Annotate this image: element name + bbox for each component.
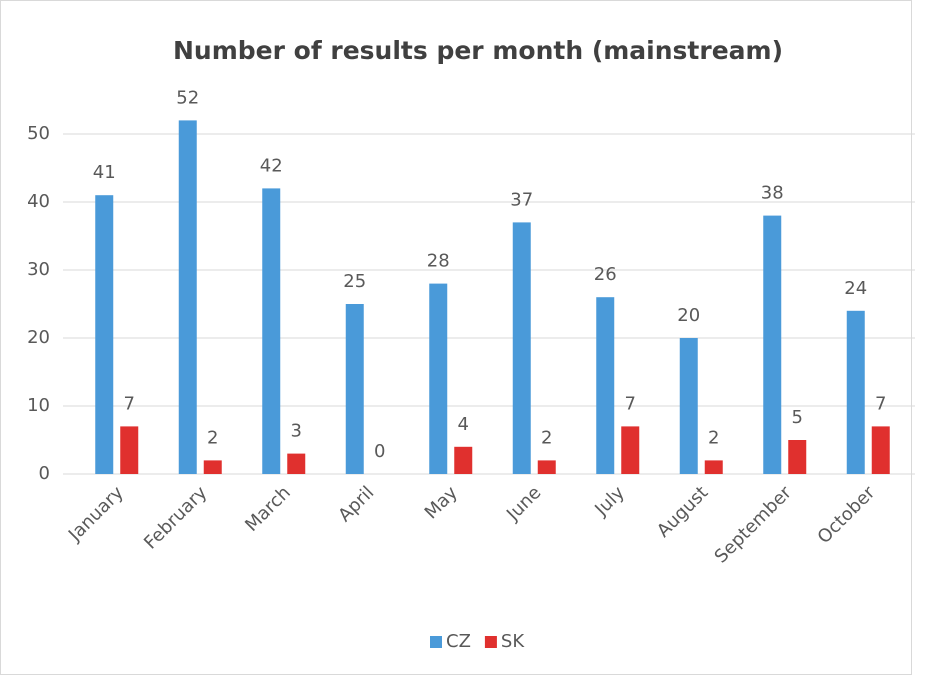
bar — [262, 188, 281, 474]
chart-title: Number of results per month (mainstream) — [173, 36, 783, 65]
data-label: 2 — [708, 427, 719, 448]
bar — [871, 426, 890, 474]
bar — [763, 215, 782, 474]
bar — [704, 460, 723, 474]
data-label: 4 — [458, 414, 469, 435]
legend-label: SK — [501, 631, 525, 652]
data-label: 2 — [541, 427, 552, 448]
bar — [512, 222, 531, 474]
bar — [454, 446, 473, 474]
legend-label: CZ — [446, 631, 471, 652]
y-tick-label: 10 — [27, 395, 50, 416]
bar — [679, 338, 698, 474]
bar — [788, 440, 807, 474]
data-label: 7 — [625, 393, 636, 414]
data-label: 2 — [207, 427, 218, 448]
data-label: 5 — [792, 407, 803, 428]
y-tick-label: 30 — [27, 259, 50, 280]
data-label: 24 — [844, 278, 867, 299]
legend-swatch — [430, 636, 442, 648]
bar — [596, 297, 615, 474]
data-label: 7 — [124, 393, 135, 414]
data-label: 26 — [594, 264, 617, 285]
bar — [621, 426, 640, 474]
data-label: 42 — [260, 155, 283, 176]
bar — [287, 453, 306, 474]
legend-swatch — [484, 636, 497, 648]
data-label: 25 — [343, 271, 366, 292]
data-label: 20 — [677, 305, 700, 326]
bar — [429, 283, 448, 474]
data-label: 52 — [176, 87, 199, 108]
bar — [120, 426, 139, 474]
bar — [537, 460, 556, 474]
data-label: 28 — [427, 251, 450, 272]
y-tick-label: 0 — [39, 463, 50, 484]
y-tick-label: 50 — [27, 123, 50, 144]
data-label: 37 — [510, 189, 533, 210]
bar — [95, 195, 114, 474]
bar — [345, 304, 364, 474]
y-tick-label: 20 — [27, 327, 50, 348]
bar — [178, 120, 197, 475]
data-label: 41 — [93, 162, 116, 183]
bar — [846, 310, 865, 474]
data-label: 7 — [875, 393, 886, 414]
data-label: 38 — [761, 183, 784, 204]
bar — [203, 460, 222, 474]
y-tick-label: 40 — [27, 191, 50, 212]
data-label: 3 — [291, 421, 302, 442]
data-label: 0 — [374, 441, 385, 462]
